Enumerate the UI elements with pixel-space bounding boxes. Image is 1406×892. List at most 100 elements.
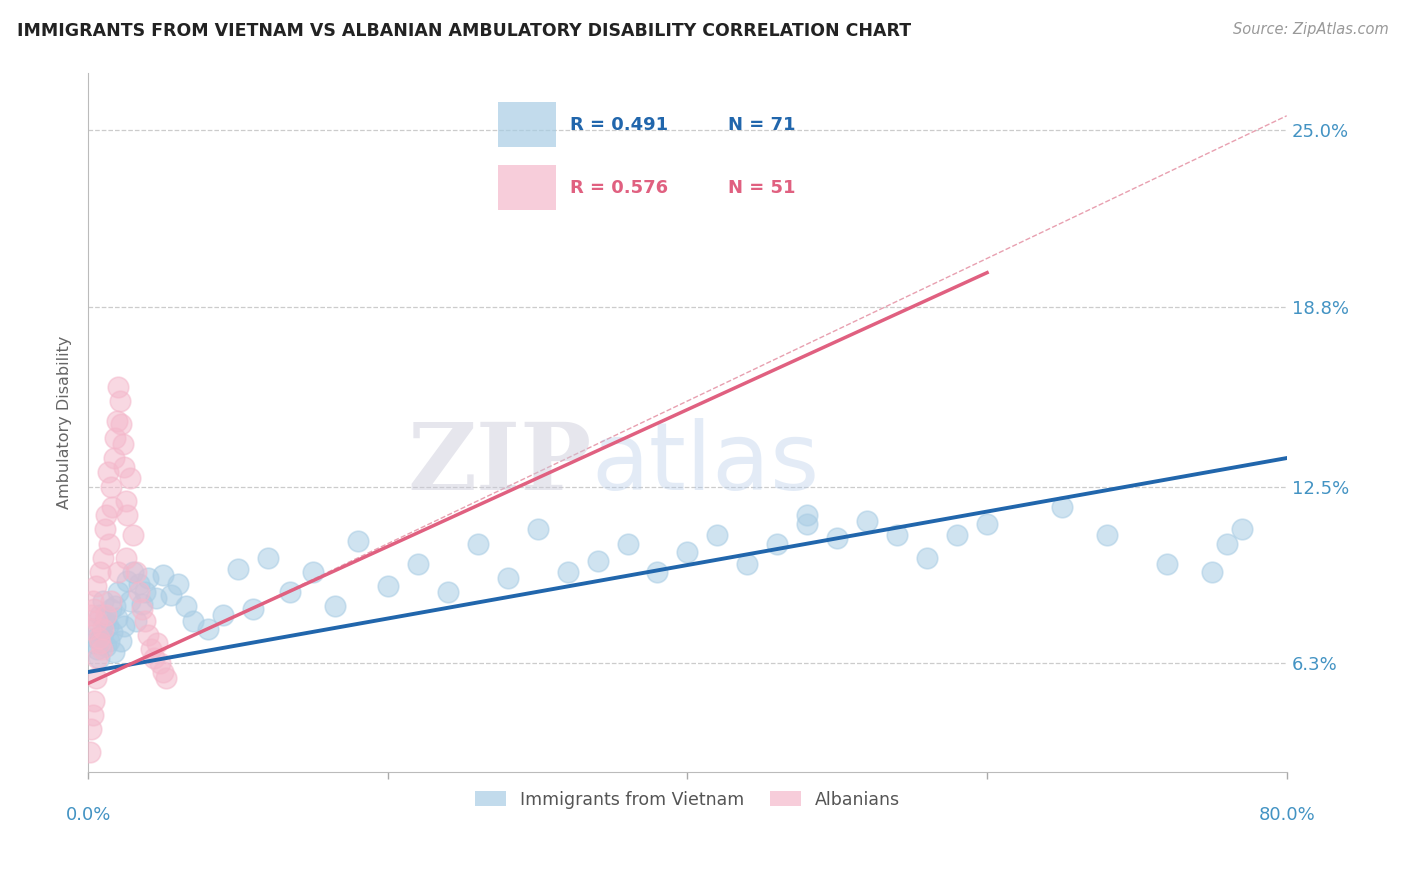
Point [155, 671, 177, 685]
Text: Source: ZipAtlas.com: Source: ZipAtlas.com [1233, 22, 1389, 37]
Point [1050, 500, 1073, 514]
Point [107, 565, 129, 579]
Point [105, 611, 128, 625]
Text: atlas: atlas [592, 418, 820, 510]
Point [557, 565, 579, 579]
Point [143, 650, 166, 665]
Point [104, 431, 127, 445]
Point [136, 628, 159, 642]
Point [212, 607, 235, 622]
Point [886, 528, 908, 542]
Point [181, 614, 204, 628]
Point [131, 597, 153, 611]
Point [976, 516, 998, 531]
Point [107, 380, 129, 394]
Point [101, 500, 124, 514]
Point [122, 528, 145, 542]
Text: 0.0%: 0.0% [66, 806, 111, 824]
Point [94, 640, 117, 654]
Point [152, 568, 174, 582]
Text: ZIP: ZIP [408, 419, 592, 509]
Point [496, 571, 519, 585]
Point [134, 585, 156, 599]
Point [115, 508, 138, 522]
Point [226, 562, 249, 576]
Point [125, 565, 148, 579]
Point [101, 625, 124, 640]
Point [104, 599, 127, 614]
Point [83, 693, 105, 707]
Point [136, 571, 159, 585]
Point [80, 607, 103, 622]
Point [436, 585, 458, 599]
Point [86, 614, 108, 628]
Point [302, 565, 325, 579]
Point [98, 633, 121, 648]
Point [347, 533, 370, 548]
Legend: Immigrants from Vietnam, Albanians: Immigrants from Vietnam, Albanians [468, 784, 907, 815]
Point [94, 607, 117, 622]
Point [83, 602, 105, 616]
Point [79, 745, 101, 759]
Point [94, 508, 117, 522]
Point [82, 707, 104, 722]
Point [103, 645, 125, 659]
Point [586, 554, 609, 568]
Point [325, 599, 347, 614]
Point [93, 614, 115, 628]
Point [1216, 536, 1239, 550]
Point [1095, 528, 1118, 542]
Point [84, 579, 107, 593]
Point [1230, 522, 1253, 536]
Point [796, 516, 818, 531]
Y-axis label: Ambulatory Disability: Ambulatory Disability [58, 335, 72, 509]
Point [87, 650, 110, 665]
Point [111, 437, 134, 451]
Point [103, 451, 125, 466]
Point [197, 622, 219, 636]
Point [89, 607, 111, 622]
Point [93, 522, 115, 536]
Point [91, 593, 114, 607]
Point [134, 614, 156, 628]
Point [122, 565, 145, 579]
Point [139, 642, 162, 657]
Point [115, 574, 138, 588]
Point [80, 722, 103, 736]
Point [110, 633, 132, 648]
Point [84, 631, 107, 645]
Point [110, 417, 132, 431]
Point [100, 480, 122, 494]
Point [257, 550, 280, 565]
Point [98, 536, 121, 550]
Point [706, 528, 728, 542]
Point [167, 576, 190, 591]
Point [112, 459, 135, 474]
Point [145, 591, 167, 605]
Point [90, 628, 112, 642]
Point [120, 593, 142, 607]
Point [112, 619, 135, 633]
Point [766, 536, 789, 550]
Point [146, 636, 169, 650]
Point [1201, 565, 1223, 579]
Point [174, 599, 197, 614]
Point [856, 514, 879, 528]
Text: 80.0%: 80.0% [1258, 806, 1315, 824]
Point [86, 650, 108, 665]
Point [114, 550, 136, 565]
Point [97, 466, 120, 480]
Point [90, 642, 112, 657]
Point [149, 657, 172, 671]
Point [79, 622, 101, 636]
Point [915, 550, 938, 565]
Point [91, 550, 114, 565]
Point [737, 557, 759, 571]
Point [647, 565, 669, 579]
Point [377, 579, 399, 593]
Point [406, 557, 429, 571]
Point [114, 493, 136, 508]
Point [89, 636, 111, 650]
Point [107, 585, 129, 599]
Point [87, 631, 110, 645]
